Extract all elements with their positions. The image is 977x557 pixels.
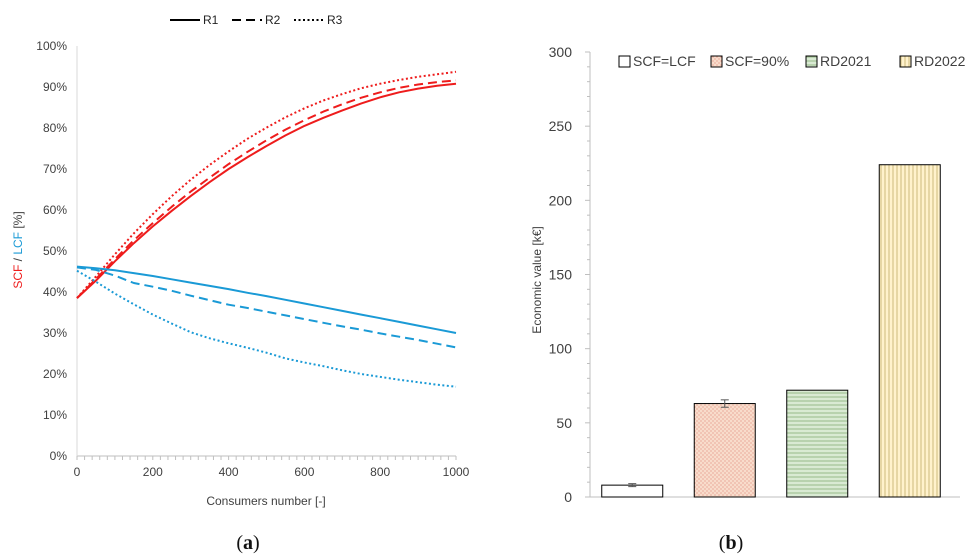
y-tick-label: 50% bbox=[43, 244, 67, 258]
y-tick-label: 90% bbox=[43, 80, 67, 94]
x-axis-ticks: 0 200 400 600 800 1000 bbox=[74, 456, 470, 479]
y-tick-label: 10% bbox=[43, 408, 67, 422]
series-line-r3-scf bbox=[76, 70, 457, 299]
ylabel-sep: / bbox=[11, 255, 25, 265]
bar-legend-label: RD2021 bbox=[820, 53, 872, 69]
panel-b-close: ) bbox=[737, 532, 744, 554]
ylabel-scf: SCF bbox=[11, 265, 25, 289]
bar-chart-panel: 0 50 100 150 200 250 300 SCF=LCF SCF=90% RD2021 R… bbox=[530, 44, 966, 554]
series-line-r3-lcf bbox=[76, 269, 457, 388]
panel-b-letter: b bbox=[725, 532, 736, 554]
x-tick-label: 1000 bbox=[443, 465, 470, 479]
bar-legend-label: SCF=LCF bbox=[633, 53, 696, 69]
bar-y-tick-label: 200 bbox=[549, 192, 573, 208]
panel-a-letter: a bbox=[243, 532, 253, 554]
y-tick-label: 0% bbox=[50, 449, 68, 463]
bar-y-axis-ticks: 0 50 100 150 200 250 300 bbox=[549, 44, 590, 505]
ylabel-lcf: LCF bbox=[11, 232, 25, 255]
bar-y-tick-label: 300 bbox=[549, 44, 573, 60]
plot-lines bbox=[76, 70, 457, 388]
y-tick-label: 70% bbox=[43, 162, 67, 176]
legend-label-r1: R1 bbox=[203, 13, 219, 27]
bar-y-tick-label: 50 bbox=[556, 415, 572, 431]
y-tick-label: 40% bbox=[43, 285, 67, 299]
bar-y-tick-label: 0 bbox=[564, 489, 572, 505]
x-tick-label: 400 bbox=[219, 465, 239, 479]
bar-legend-label: SCF=90% bbox=[725, 53, 789, 69]
y-tick-label: 60% bbox=[43, 203, 67, 217]
series-line-r2-lcf bbox=[76, 266, 457, 349]
bar-legend-swatch bbox=[710, 55, 723, 68]
y-tick-label: 20% bbox=[43, 367, 67, 381]
bar-y-tick-label: 100 bbox=[549, 341, 573, 357]
bar-legend-swatch bbox=[899, 55, 912, 68]
bar-legend-swatch bbox=[805, 55, 818, 68]
series-line-r2-scf bbox=[76, 79, 457, 299]
line-legend: R1 R2 R3 bbox=[170, 13, 343, 27]
y-tick-label: 80% bbox=[43, 121, 67, 135]
bar-y-axis-label: Economic value [k€] bbox=[530, 226, 544, 333]
bar-y-tick-label: 250 bbox=[549, 118, 573, 134]
bar-legend: SCF=LCF SCF=90% RD2021 RD2022 bbox=[618, 53, 966, 69]
panel-label-a: (a) bbox=[236, 532, 259, 554]
bar-legend-label: RD2022 bbox=[914, 53, 966, 69]
series-line-r1-lcf bbox=[76, 265, 457, 334]
bar-scf-90- bbox=[693, 403, 756, 498]
panel-b-open: ( bbox=[719, 532, 726, 554]
y-tick-label: 30% bbox=[43, 326, 67, 340]
bar-rd2021 bbox=[786, 389, 849, 498]
panel-label-b: (b) bbox=[719, 532, 743, 554]
legend-label-r2: R2 bbox=[265, 13, 281, 27]
ylabel-unit: [%] bbox=[11, 211, 25, 232]
bar-y-tick-label: 150 bbox=[549, 267, 573, 283]
x-axis-label: Consumers number [-] bbox=[206, 494, 325, 508]
x-tick-label: 0 bbox=[74, 465, 81, 479]
line-chart-panel: 0% 10% 20% 30% 40% 50% 60% 70% 80% 90% 100% 0 200 40… bbox=[11, 13, 470, 554]
bars bbox=[601, 164, 941, 498]
legend-label-r3: R3 bbox=[327, 13, 343, 27]
x-tick-label: 800 bbox=[370, 465, 390, 479]
x-tick-label: 200 bbox=[143, 465, 163, 479]
panel-a-open: ( bbox=[236, 532, 243, 554]
series-line-r1-scf bbox=[76, 82, 457, 299]
panel-a-close: ) bbox=[253, 532, 260, 554]
bar-rd2022 bbox=[878, 164, 941, 498]
y-axis-ticks: 0% 10% 20% 30% 40% 50% 60% 70% 80% 90% 100% bbox=[36, 39, 67, 463]
y-axis-label: SCF / LCF [%] bbox=[11, 211, 25, 288]
y-tick-label: 100% bbox=[36, 39, 67, 53]
bar-legend-swatch bbox=[618, 55, 631, 68]
x-tick-label: 600 bbox=[294, 465, 314, 479]
